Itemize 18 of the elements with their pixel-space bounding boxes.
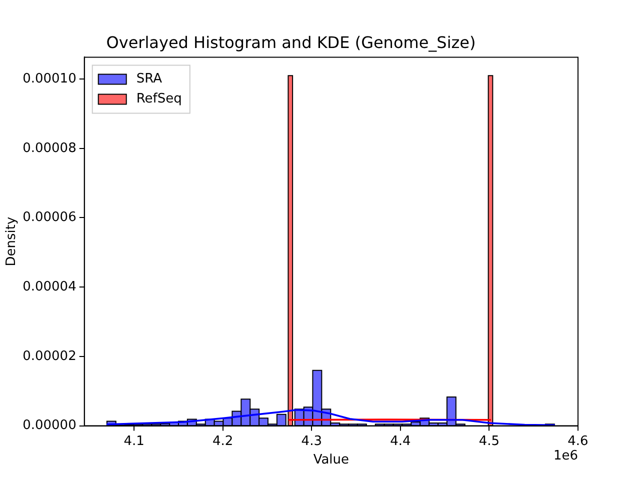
text: 1e6 xyxy=(553,448,578,464)
x-axis-title: Value xyxy=(313,452,350,468)
chart-title: Overlayed Histogram and KDE (Genome_Size) xyxy=(106,32,476,52)
y-axis-title: Density xyxy=(4,216,20,266)
y-tick-label: 0.00010 xyxy=(22,71,76,86)
x-tick-label: 4.6 xyxy=(568,434,588,449)
x-tick-label: 4.1 xyxy=(124,434,144,449)
y-tick-label: 0.00008 xyxy=(22,140,76,156)
y-tick-label: 0.00002 xyxy=(22,348,76,364)
x-tick-label: 4.4 xyxy=(390,434,411,449)
y-tick-label: 0.00004 xyxy=(22,279,76,294)
x-tick-label: 4.5 xyxy=(478,434,500,449)
legend-label: RefSeq xyxy=(136,92,182,107)
legend-label: SRA xyxy=(136,72,162,87)
y-tick-label: 0.00006 xyxy=(22,210,76,226)
y-tick-label: 0.00000 xyxy=(22,418,76,434)
x-tick-label: 4.2 xyxy=(212,434,234,449)
x-tick-label: 4.3 xyxy=(301,434,322,449)
